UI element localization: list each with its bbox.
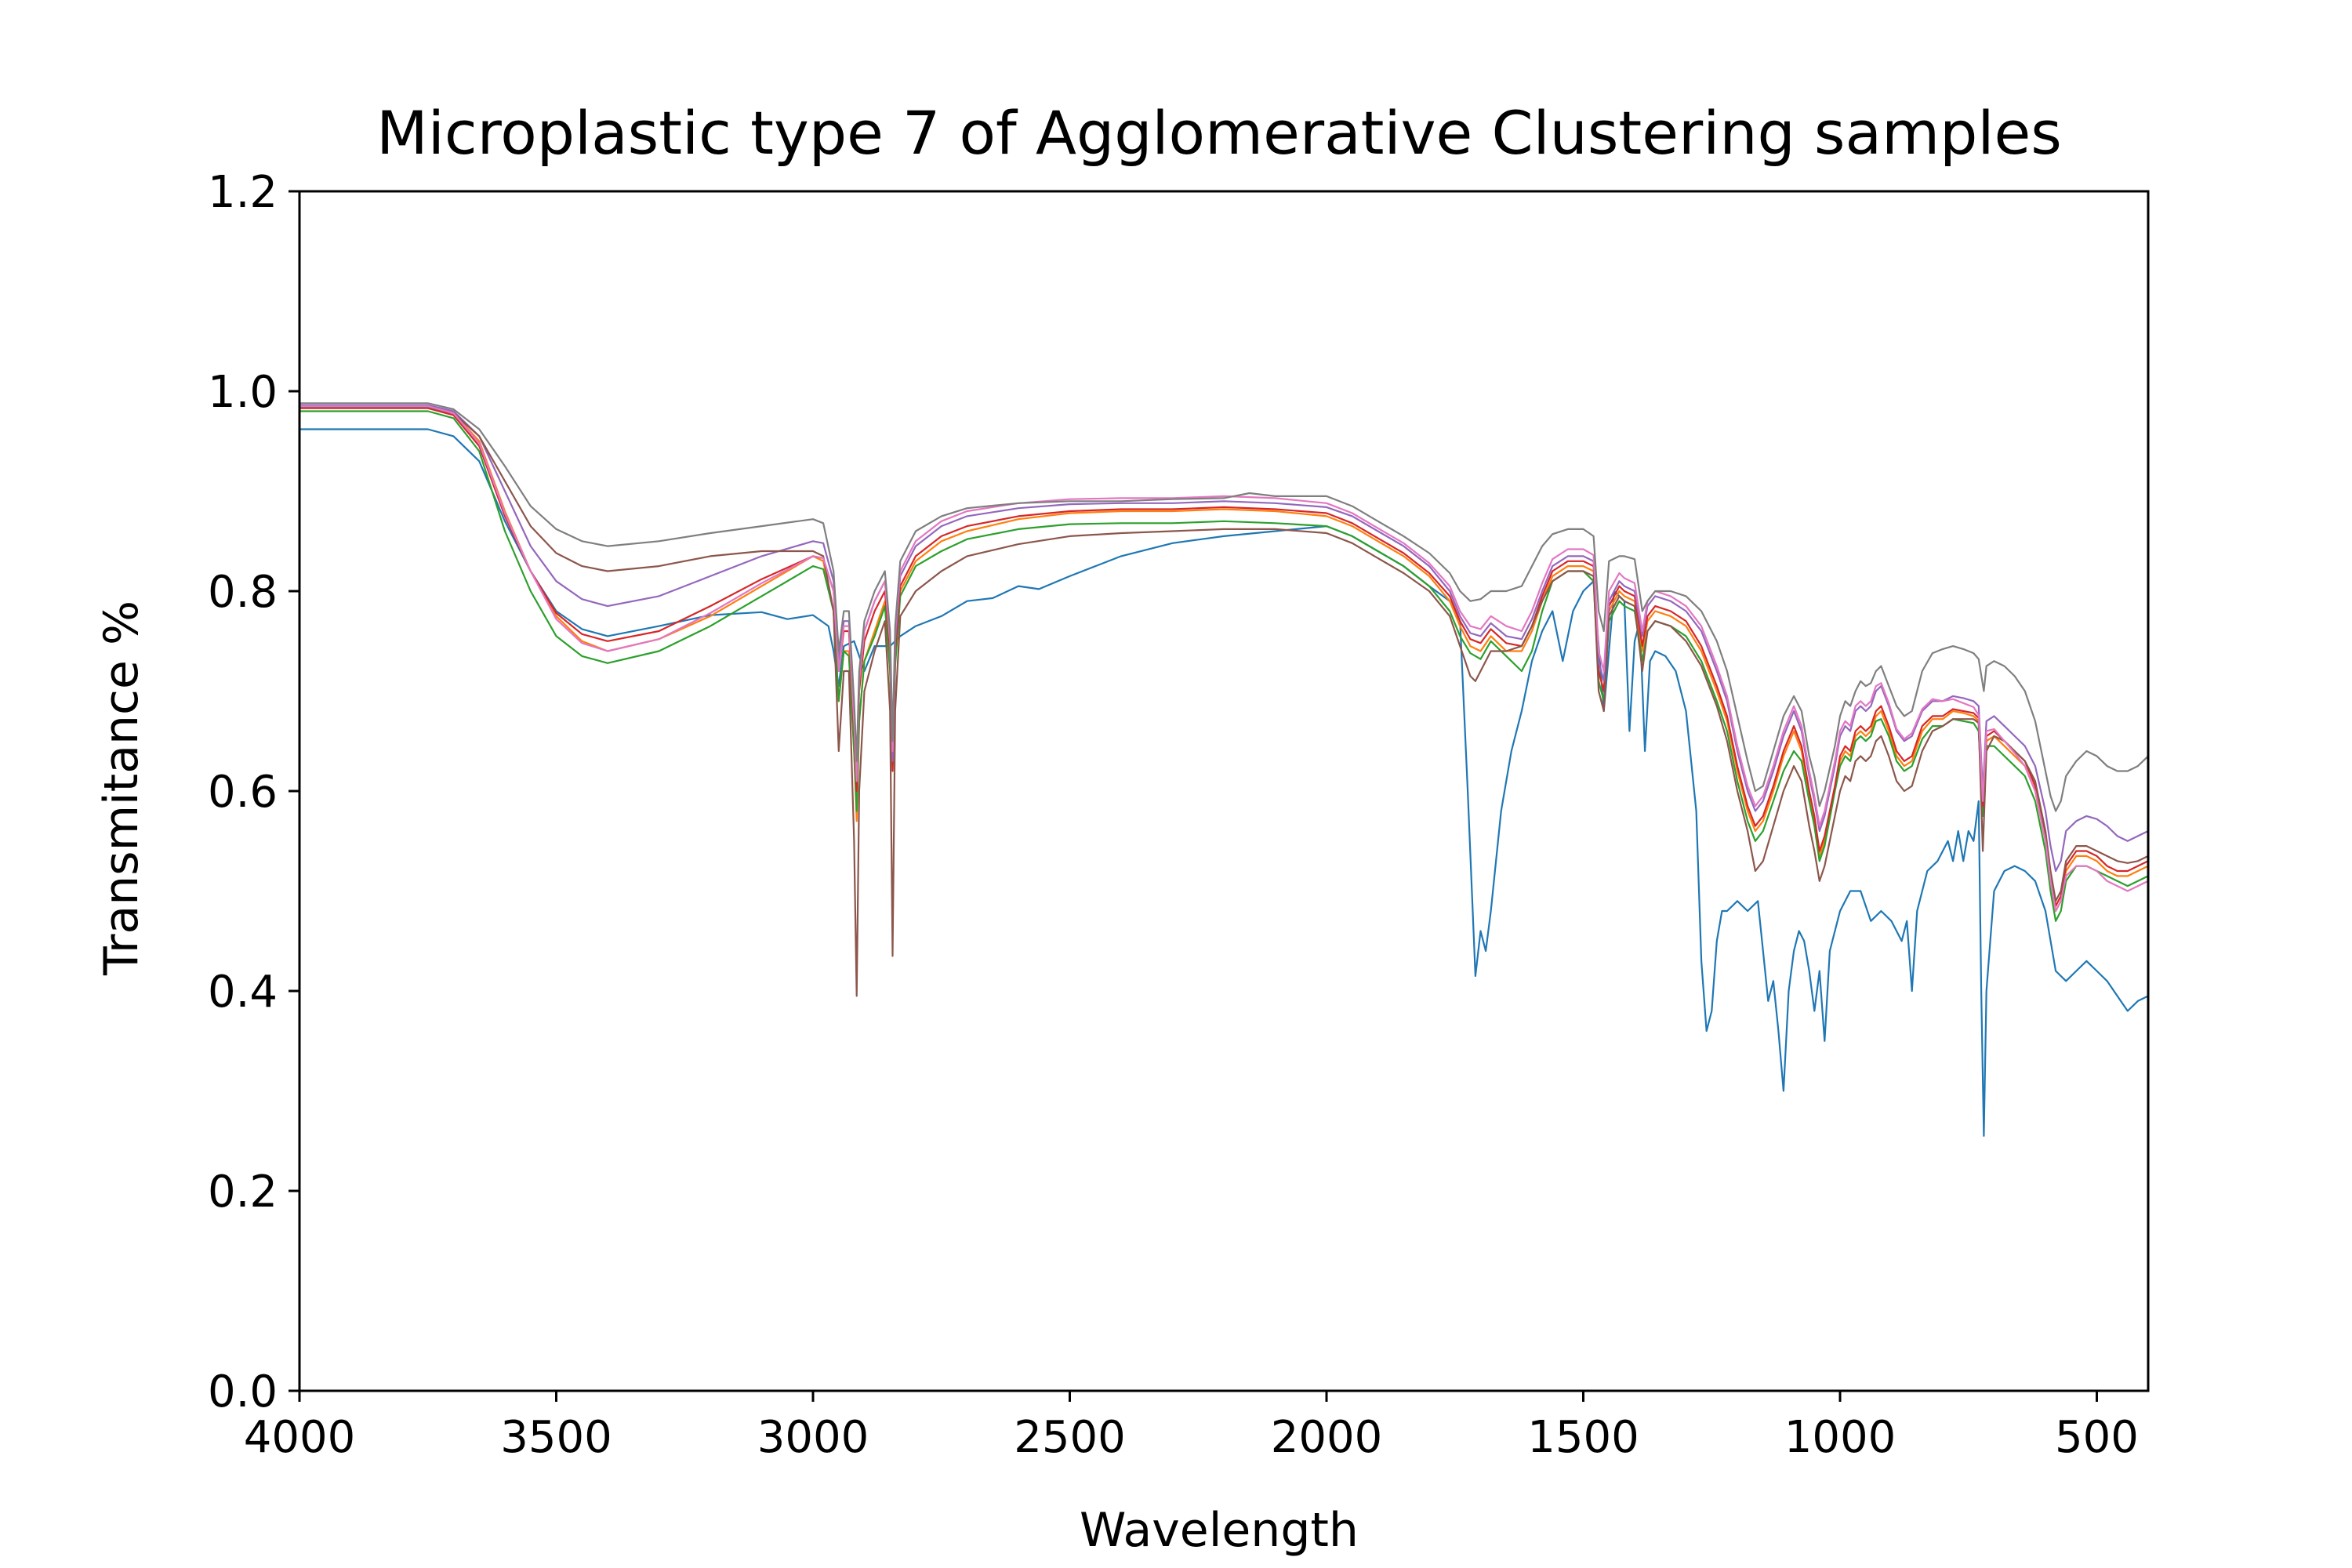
x-tick-label: 3000 [757,1412,869,1463]
x-axis-label: Wavelength [1080,1503,1359,1558]
x-tick-label: 1500 [1527,1412,1639,1463]
y-tick-label: 1.0 [208,367,278,418]
tick-layer: 4000 3500 3000 2500 2000 1500 1000 500 0.0 0.2 0.4… [208,167,2139,1463]
series-line-7 [299,405,2149,913]
y-tick-label: 0.8 [208,567,278,618]
x-tick-label: 1000 [1784,1412,1896,1463]
series-layer [299,402,2149,1137]
y-axis-label: Transmitance % [94,601,149,976]
y-tick-label: 1.2 [208,167,278,218]
series-line-4 [299,407,2149,907]
x-tick-label: 4000 [244,1412,356,1463]
series-line-6 [299,406,2149,997]
y-tick-label: 0.2 [208,1167,278,1218]
plot-frame [298,190,2150,1392]
x-tick-label: 2000 [1271,1412,1383,1463]
y-tick-label: 0.6 [208,767,278,818]
y-tick-label: 0.4 [208,967,278,1018]
x-tick-label: 500 [2055,1412,2139,1463]
y-tick-label: 0.0 [208,1367,278,1417]
x-tick-label: 2500 [1014,1412,1126,1463]
chart-title: Microplastic type 7 of Agglomerative Clu… [376,98,2062,168]
x-tick-label: 3500 [500,1412,612,1463]
series-line-8 [299,402,2149,812]
